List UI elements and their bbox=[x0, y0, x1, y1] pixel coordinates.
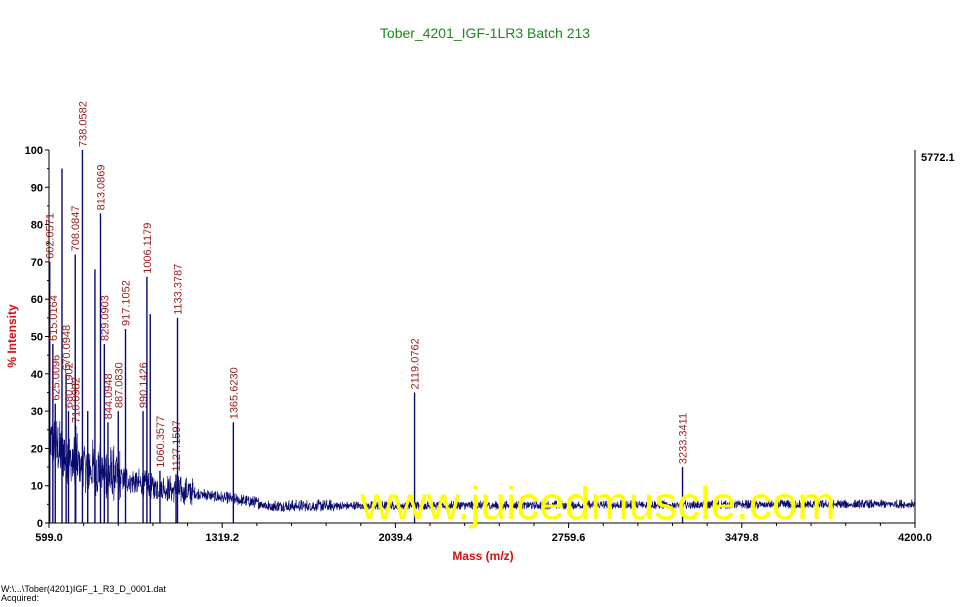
x-tick-label: 3479.8 bbox=[725, 532, 759, 544]
y-tick-label: 10 bbox=[31, 481, 43, 493]
peak-label: 1060.3577 bbox=[155, 416, 167, 468]
peak-label: 708.0847 bbox=[70, 206, 82, 252]
x-tick-label: 1319.2 bbox=[205, 532, 239, 544]
file-path: W:\...\Tober(4201)IGF_1_R3_D_0001.dat bbox=[1, 584, 166, 594]
peak-label: 738.0582 bbox=[77, 101, 89, 147]
y-tick-label: 0 bbox=[37, 518, 43, 530]
y-tick-label: 20 bbox=[31, 443, 43, 455]
peak-label: 615.0164 bbox=[48, 295, 60, 341]
peak-label: 829.0903 bbox=[99, 295, 111, 341]
peak-label: 625.0096 bbox=[50, 355, 62, 401]
peak-label: 1006.1179 bbox=[142, 223, 154, 274]
watermark: www.juicedmuscle.com bbox=[359, 477, 835, 529]
x-tick-label: 4200.0 bbox=[898, 532, 932, 544]
plot-area: 602.0571 615.0164 625.0096670.0948680.1902… bbox=[25, 101, 932, 544]
x-tick-label: 2039.4 bbox=[379, 532, 414, 544]
peak-label: 990.1426 bbox=[138, 362, 150, 408]
peak-label: 670.0948 bbox=[61, 325, 73, 371]
x-tick-label: 2759.6 bbox=[552, 532, 586, 544]
y-tick-label: 40 bbox=[31, 369, 43, 381]
peak-label: 710.0982 bbox=[71, 377, 83, 423]
peak-label: 2119.0762 bbox=[410, 338, 422, 389]
peak-label: 1133.3787 bbox=[173, 264, 185, 315]
x-axis-label: Mass (m/z) bbox=[452, 549, 513, 563]
y-tick-label: 100 bbox=[25, 145, 43, 157]
peak-label: 917.1052 bbox=[121, 280, 133, 326]
y-tick-label: 50 bbox=[31, 332, 43, 344]
y-tick-label: 90 bbox=[31, 182, 43, 194]
x-tick-label: 599.0 bbox=[35, 532, 63, 544]
chart-title: Tober_4201_IGF-1LR3 Batch 213 bbox=[380, 25, 590, 41]
spectrum-trace bbox=[48, 421, 916, 512]
peak-label: 602.0571 bbox=[45, 213, 57, 259]
peak-label: 887.0830 bbox=[113, 362, 125, 408]
peak-label: 813.0869 bbox=[96, 165, 108, 211]
max-intensity-label: 5772.1 bbox=[921, 152, 955, 164]
peak-label: 1365.6230 bbox=[228, 367, 240, 419]
peak-label: 3233.3411 bbox=[678, 413, 690, 464]
peak-label: 680.1902 bbox=[64, 362, 76, 408]
y-tick-label: 80 bbox=[31, 220, 43, 232]
y-tick-label: 70 bbox=[31, 257, 43, 269]
y-tick-label: 30 bbox=[31, 406, 43, 418]
y-tick-label: 60 bbox=[31, 294, 43, 306]
acquired-label: Acquired: bbox=[1, 593, 40, 603]
y-axis-label: % Intensity bbox=[5, 304, 19, 368]
peak-label: 844.0948 bbox=[103, 373, 115, 419]
